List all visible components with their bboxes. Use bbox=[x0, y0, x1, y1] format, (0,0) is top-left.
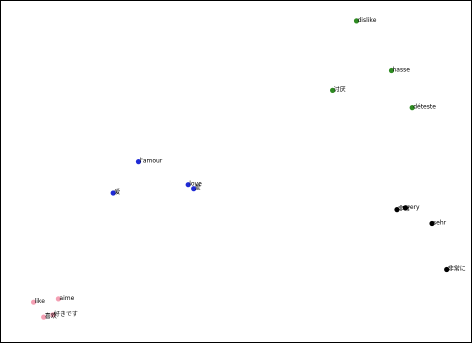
point-9 bbox=[402, 205, 408, 211]
point-label-13: aime bbox=[59, 295, 74, 302]
point-label-14: 喜欢 bbox=[45, 312, 57, 320]
point-label-11: 非常に bbox=[448, 265, 466, 273]
point-11 bbox=[444, 266, 450, 273]
point-10 bbox=[429, 220, 435, 227]
point-7 bbox=[110, 190, 116, 196]
point-label-10: sehr bbox=[433, 220, 447, 227]
point-label-4: l'amour bbox=[140, 158, 163, 165]
point-label-3: déteste bbox=[413, 104, 436, 111]
point-label-12: like bbox=[35, 298, 46, 305]
points-layer bbox=[30, 18, 450, 320]
labels-layer: dislikehasse讨厌détestel'amourlove爱爱非常very… bbox=[35, 17, 466, 320]
point-3 bbox=[409, 105, 415, 111]
point-2 bbox=[330, 87, 336, 93]
point-label-7: 爱 bbox=[114, 188, 120, 196]
point-6 bbox=[191, 186, 197, 192]
point-4 bbox=[135, 159, 142, 165]
point-14 bbox=[41, 314, 47, 320]
point-8 bbox=[394, 207, 400, 213]
point-label-15: 好きです bbox=[54, 310, 78, 318]
point-label-1: hasse bbox=[393, 67, 411, 74]
point-15 bbox=[50, 312, 56, 318]
point-label-5: love bbox=[189, 181, 202, 188]
point-label-2: 讨厌 bbox=[334, 85, 346, 93]
point-label-6: 爱 bbox=[195, 184, 201, 192]
point-1 bbox=[388, 67, 395, 74]
point-label-0: dislike bbox=[358, 17, 377, 24]
point-label-9: very bbox=[406, 204, 420, 211]
point-0 bbox=[353, 18, 360, 24]
point-label-8: 非常 bbox=[398, 205, 410, 213]
point-13 bbox=[55, 296, 62, 302]
point-12 bbox=[30, 299, 37, 305]
point-5 bbox=[185, 182, 191, 188]
